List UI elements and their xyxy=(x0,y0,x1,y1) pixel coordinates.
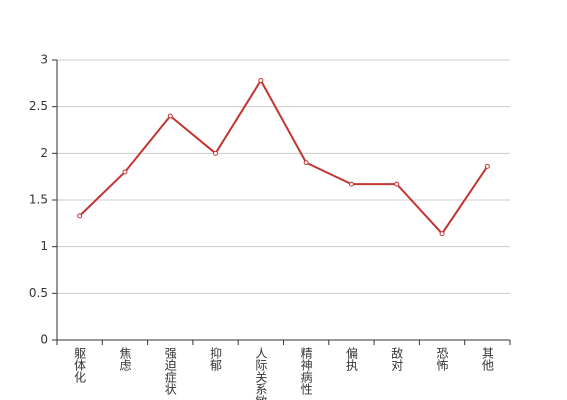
y-tick-label: 3 xyxy=(40,53,48,67)
x-tick-label: 强迫症状 xyxy=(163,347,177,395)
x-tick-label: 焦虑 xyxy=(118,347,132,371)
y-tick-label: 0 xyxy=(40,333,48,347)
x-tick-label: 躯体化 xyxy=(73,346,87,384)
x-tick-label: 精神病性 xyxy=(299,347,313,396)
data-point xyxy=(122,169,128,175)
data-point xyxy=(167,113,173,119)
x-tick-label: 人际关系敏感 xyxy=(254,347,268,400)
data-point xyxy=(484,163,490,169)
data-point xyxy=(348,181,354,187)
data-point xyxy=(258,78,264,84)
y-tick-label: 0.5 xyxy=(29,286,48,300)
x-tick-label: 抑郁 xyxy=(209,346,223,372)
x-tick-label: 恐怖 xyxy=(435,347,449,371)
data-point xyxy=(213,150,219,156)
data-point xyxy=(77,213,83,219)
data-point xyxy=(303,160,309,166)
x-tick-label: 其他 xyxy=(480,347,494,371)
y-tick-label: 2.5 xyxy=(29,99,48,113)
series-line xyxy=(78,78,489,236)
y-tick-label: 1 xyxy=(40,239,48,253)
x-tick-label: 偏执 xyxy=(344,346,358,372)
data-point xyxy=(394,181,400,187)
y-tick-label: 2 xyxy=(40,146,48,160)
y-tick-label: 1.5 xyxy=(29,193,48,207)
x-tick-label: 敌对 xyxy=(390,346,404,371)
data-point xyxy=(439,231,445,237)
